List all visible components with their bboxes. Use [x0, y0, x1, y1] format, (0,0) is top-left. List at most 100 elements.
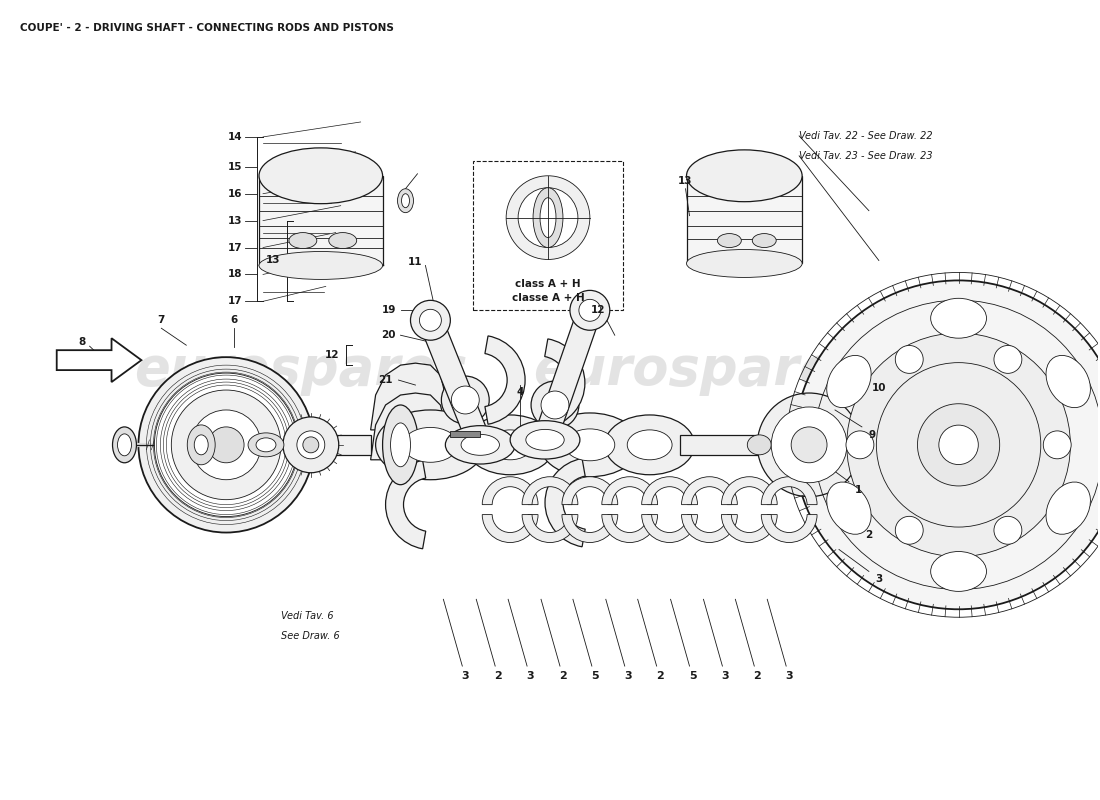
Polygon shape: [686, 176, 802, 263]
Ellipse shape: [686, 150, 802, 202]
Circle shape: [895, 346, 923, 374]
Text: 7: 7: [157, 315, 165, 326]
Circle shape: [451, 386, 480, 414]
Ellipse shape: [258, 148, 383, 204]
Ellipse shape: [112, 427, 136, 462]
Text: eurospares: eurospares: [532, 344, 866, 396]
Text: 17: 17: [228, 296, 242, 306]
Circle shape: [1043, 431, 1071, 458]
Bar: [473, 161, 623, 310]
Ellipse shape: [931, 298, 987, 338]
Ellipse shape: [540, 413, 640, 477]
Text: See Draw. 6: See Draw. 6: [280, 631, 340, 641]
Text: 2: 2: [866, 530, 872, 539]
Circle shape: [541, 391, 569, 419]
Circle shape: [938, 425, 978, 465]
Ellipse shape: [1046, 355, 1090, 408]
Text: 20: 20: [382, 330, 396, 340]
Ellipse shape: [403, 427, 458, 462]
Polygon shape: [258, 176, 383, 266]
Text: classe A + H: classe A + H: [512, 294, 584, 303]
Wedge shape: [522, 477, 578, 505]
Ellipse shape: [446, 426, 515, 464]
Wedge shape: [602, 477, 658, 505]
Ellipse shape: [717, 234, 741, 247]
Ellipse shape: [249, 433, 284, 457]
Text: 4: 4: [516, 387, 524, 397]
Text: 21: 21: [378, 375, 393, 385]
Wedge shape: [602, 514, 658, 542]
Wedge shape: [485, 336, 525, 424]
Text: 2: 2: [559, 671, 566, 681]
Circle shape: [283, 417, 339, 473]
Text: 11: 11: [408, 258, 422, 267]
Text: 2: 2: [754, 671, 761, 681]
Ellipse shape: [752, 234, 777, 247]
Wedge shape: [722, 477, 778, 505]
Text: 10: 10: [871, 383, 887, 393]
Ellipse shape: [487, 430, 532, 460]
Wedge shape: [682, 514, 737, 542]
Ellipse shape: [526, 430, 564, 450]
Ellipse shape: [534, 188, 563, 247]
Ellipse shape: [195, 435, 208, 455]
Text: Vedi Tav. 22 - See Draw. 22: Vedi Tav. 22 - See Draw. 22: [799, 131, 933, 141]
Ellipse shape: [299, 435, 322, 455]
Wedge shape: [522, 514, 578, 542]
Circle shape: [846, 431, 873, 458]
Text: 13: 13: [266, 255, 280, 266]
Circle shape: [579, 299, 601, 322]
Wedge shape: [482, 514, 538, 542]
Text: 6: 6: [231, 315, 238, 326]
Circle shape: [570, 290, 609, 330]
Text: 15: 15: [228, 162, 242, 172]
Polygon shape: [57, 338, 142, 382]
Ellipse shape: [154, 373, 298, 517]
Text: 9: 9: [868, 430, 876, 440]
Wedge shape: [562, 514, 618, 542]
Ellipse shape: [461, 434, 499, 455]
Circle shape: [847, 333, 1070, 557]
Text: 16: 16: [228, 189, 242, 198]
Ellipse shape: [256, 438, 276, 452]
Circle shape: [297, 431, 324, 458]
Polygon shape: [311, 435, 371, 455]
Circle shape: [441, 376, 490, 424]
Ellipse shape: [540, 198, 556, 238]
Wedge shape: [682, 477, 737, 505]
Text: 3: 3: [785, 671, 793, 681]
Circle shape: [994, 346, 1022, 374]
Wedge shape: [544, 339, 585, 427]
Circle shape: [531, 381, 579, 429]
Circle shape: [771, 407, 847, 482]
Text: Vedi Tav. 6: Vedi Tav. 6: [280, 611, 333, 622]
Ellipse shape: [375, 410, 485, 480]
Ellipse shape: [465, 415, 556, 474]
Text: 8: 8: [78, 338, 86, 347]
Circle shape: [757, 393, 861, 497]
Circle shape: [506, 176, 590, 259]
Text: COUPE' - 2 - DRIVING SHAFT - CONNECTING RODS AND PISTONS: COUPE' - 2 - DRIVING SHAFT - CONNECTING …: [20, 23, 394, 34]
Ellipse shape: [931, 551, 987, 591]
Wedge shape: [722, 514, 778, 542]
Wedge shape: [544, 458, 585, 547]
Wedge shape: [761, 477, 817, 505]
Ellipse shape: [397, 189, 414, 213]
Polygon shape: [371, 393, 446, 460]
Wedge shape: [562, 477, 618, 505]
Ellipse shape: [1046, 482, 1090, 534]
Text: 3: 3: [876, 574, 882, 584]
Text: class A + H: class A + H: [515, 279, 581, 290]
Ellipse shape: [258, 251, 383, 279]
Polygon shape: [534, 306, 602, 444]
Ellipse shape: [383, 405, 418, 485]
Ellipse shape: [172, 390, 280, 500]
Ellipse shape: [747, 435, 771, 455]
Text: 3: 3: [526, 671, 534, 681]
Ellipse shape: [329, 233, 356, 249]
Ellipse shape: [627, 430, 672, 460]
Ellipse shape: [510, 421, 580, 459]
Ellipse shape: [686, 250, 802, 278]
Ellipse shape: [187, 425, 216, 465]
Text: 5: 5: [591, 671, 598, 681]
